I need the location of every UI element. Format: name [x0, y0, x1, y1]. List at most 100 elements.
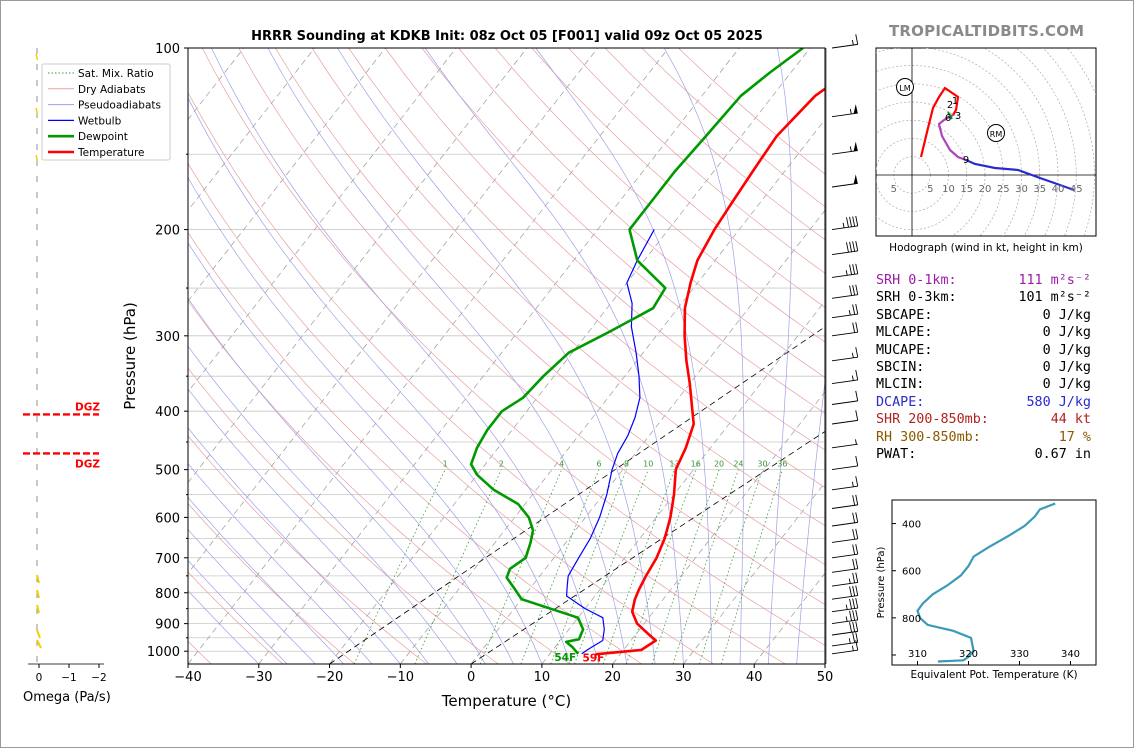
y-tick-label: 700 — [155, 552, 180, 567]
x-tick-label: 50 — [817, 670, 834, 685]
wind-barb — [831, 390, 859, 405]
isotherm — [188, 48, 315, 211]
mixing-ratio-label: 1 — [443, 460, 448, 469]
dry-adiabat — [275, 48, 825, 566]
x-tick-label: 20 — [604, 670, 621, 685]
barb-half-flag — [851, 39, 854, 46]
hodograph-segment-3-9km — [937, 114, 967, 162]
moist-adiabat — [663, 48, 745, 664]
barb-flag — [852, 632, 856, 643]
wind-barb — [831, 303, 859, 319]
parameter-row: SHR 200-850mb: 44 kt — [876, 411, 1091, 428]
wind-barb — [831, 544, 859, 559]
barb-flag — [852, 216, 856, 227]
moist-adiabat — [188, 559, 288, 664]
parameter-row: RH 300-850mb: 17 % — [876, 429, 1091, 446]
reference-line — [329, 326, 825, 664]
sounding-parameters: SRH 0-1km: 111 m²s⁻² SRH 0-3km: 101 m²s⁻² SB… — [876, 272, 1091, 463]
omega-bar — [35, 107, 39, 115]
barb-flag — [849, 622, 853, 633]
barb-flag — [849, 241, 853, 252]
barb-staff — [831, 619, 858, 625]
moist-adiabat — [768, 48, 792, 664]
hodograph-ring-label: 35 — [1033, 184, 1046, 195]
barb-flag — [855, 632, 859, 643]
wind-barb — [831, 558, 859, 573]
hodograph-ring-label: 5 — [927, 184, 933, 195]
wind-barb — [831, 215, 859, 231]
wind-barb — [831, 494, 859, 509]
parameter-value: 0 J/kg — [1042, 325, 1091, 341]
barb-flag — [855, 544, 859, 555]
x-tick-label: 30 — [675, 670, 692, 685]
mixing-ratio-label: 36 — [777, 460, 787, 469]
isotherm — [188, 48, 598, 574]
moist-adiabat — [796, 378, 825, 664]
moist-adiabat — [188, 176, 543, 664]
barb-staff — [831, 273, 858, 278]
dry-adiabat — [458, 48, 825, 378]
mixing-ratio-line — [479, 469, 563, 664]
parameter-label: PWAT: — [876, 446, 917, 462]
parameter-value: 0 J/kg — [1042, 307, 1091, 323]
moist-adiabat — [188, 297, 486, 664]
mixing-ratio-label: 2 — [499, 460, 504, 469]
barb-half-flag — [851, 481, 854, 487]
wind-barb — [831, 174, 858, 188]
wind-barb — [831, 240, 859, 256]
barb-flag — [855, 494, 859, 505]
barb-flag — [846, 217, 849, 228]
barb-flag — [852, 264, 856, 275]
barb-half-flag — [848, 310, 851, 316]
barb-flag — [855, 597, 859, 609]
wind-barb — [831, 528, 859, 543]
hodograph-ring-label: 15 — [960, 184, 973, 195]
y-tick-label: 100 — [155, 42, 180, 57]
mixing-ratio-label: 6 — [596, 460, 601, 469]
moist-adiabat — [188, 590, 260, 664]
dgz-top-label: DGZ — [75, 401, 100, 413]
barb-half-flag — [845, 270, 848, 276]
barb-staff — [831, 250, 858, 256]
barb-staff — [831, 43, 858, 49]
right-mover-label: RM — [990, 130, 1003, 139]
barb-flag — [855, 528, 859, 539]
barb-flag — [855, 284, 859, 295]
barb-pennant — [853, 141, 858, 152]
y-tick-label: 1000 — [147, 645, 180, 660]
hodograph-ring-label: 25 — [997, 184, 1010, 195]
hodograph-area — [876, 48, 1096, 236]
isotherm — [329, 48, 811, 664]
mixing-ratio-label: 8 — [624, 460, 629, 469]
wind-barb — [831, 284, 859, 299]
barb-staff — [831, 582, 858, 587]
barb-half-flag — [849, 108, 852, 115]
wind-barb — [831, 369, 859, 385]
barb-staff — [831, 379, 858, 385]
barb-flag — [855, 322, 859, 333]
hodograph-segment-green — [947, 111, 953, 120]
temperature-line — [595, 87, 825, 656]
moist-adiabat — [188, 242, 514, 664]
mixing-ratio-line — [651, 469, 720, 664]
barb-flag — [852, 322, 856, 333]
wind-barb — [831, 347, 859, 362]
theta-e-x-tick-label: 330 — [1010, 649, 1029, 660]
hodograph-caption: Hodograph (wind in kt, height in km) — [889, 242, 1083, 254]
dry-adiabat — [385, 48, 825, 451]
wind-barb — [831, 621, 859, 636]
isotherm — [188, 48, 669, 664]
y-tick-label: 400 — [155, 405, 180, 420]
barb-flag — [852, 598, 856, 609]
parameter-value: 580 J/kg — [1026, 394, 1092, 410]
wind-barb — [831, 597, 859, 613]
barb-flag — [852, 572, 856, 584]
barb-staff — [831, 150, 858, 155]
x-tick-label: −10 — [387, 670, 414, 685]
barb-half-flag — [842, 222, 845, 228]
barb-half-flag — [849, 146, 852, 152]
barb-pennant — [853, 174, 858, 184]
x-tick-label: −40 — [174, 670, 201, 685]
legend-entry: Dewpoint — [78, 131, 128, 143]
